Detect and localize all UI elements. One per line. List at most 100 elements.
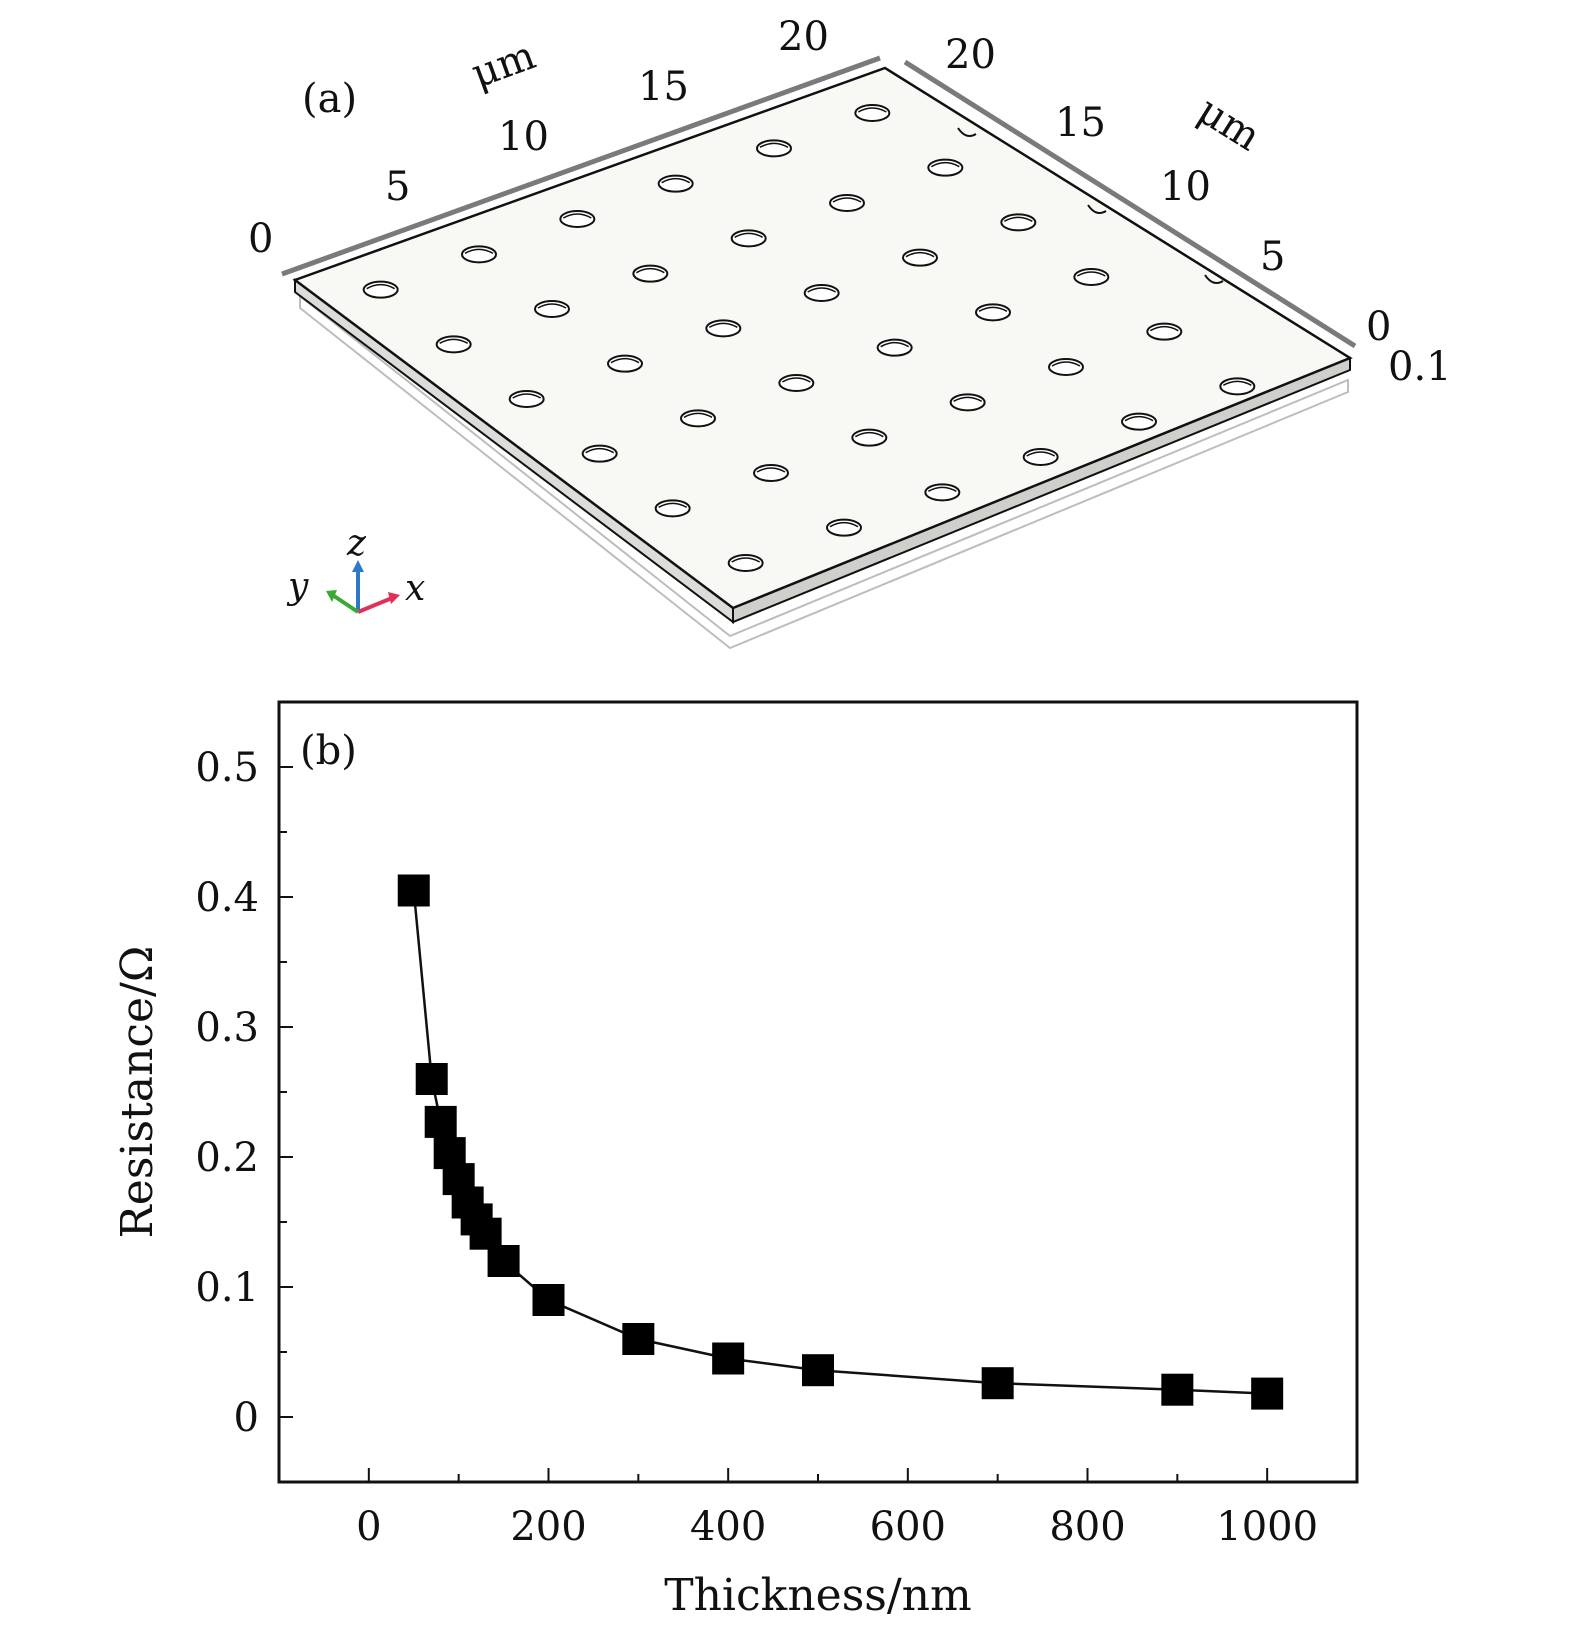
triad-x-head	[388, 592, 400, 604]
data-point-marker	[397, 874, 430, 907]
plate-hole	[803, 284, 840, 302]
plate-hole	[508, 390, 545, 408]
hole-inner-edge	[731, 557, 761, 563]
left-tick-15: 15	[638, 64, 689, 110]
hole-inner-edge	[464, 248, 494, 254]
y-tick-label: 0.2	[195, 1135, 259, 1181]
hole-inner-edge	[756, 467, 786, 473]
right-unit-label: μm	[1190, 87, 1269, 160]
hole-inner-edge	[832, 197, 862, 203]
plate-hole	[927, 158, 964, 177]
left-tick-20: 20	[778, 14, 829, 60]
hole-inner-edge	[366, 283, 396, 290]
plate-hole	[657, 174, 694, 193]
x-tick-label: 800	[1049, 1504, 1125, 1550]
plate-hole	[924, 483, 961, 502]
x-tick-label: 1000	[1216, 1504, 1318, 1550]
hole-inner-edge	[439, 338, 469, 344]
plate-hole	[826, 518, 862, 537]
hole-inner-edge	[512, 393, 542, 399]
hole-inner-edge	[1051, 361, 1081, 367]
left-tick-10: 10	[498, 114, 549, 160]
right-tick-10: 10	[1160, 164, 1211, 210]
data-point-marker	[622, 1323, 655, 1355]
data-point-marker	[532, 1284, 565, 1316]
x-tick-label: 200	[510, 1504, 586, 1550]
y-tick-label: 0.5	[195, 745, 259, 791]
plate-hole	[559, 210, 596, 228]
data-point-marker	[981, 1367, 1014, 1400]
triad-x-label: x	[405, 568, 425, 609]
plate-top	[292, 66, 1353, 610]
right-tick-15: 15	[1055, 100, 1106, 146]
hole-inner-edge	[927, 486, 957, 492]
plate-hole	[1048, 358, 1084, 376]
plate-hole	[1073, 268, 1110, 286]
left-axis-bar	[281, 55, 881, 277]
data-point-marker	[469, 1217, 502, 1250]
triad-y-head	[326, 590, 337, 602]
hole-inner-edge	[857, 107, 887, 113]
triad-z-head	[352, 560, 364, 572]
series-line	[412, 890, 1268, 1395]
plate-hole	[753, 464, 789, 482]
hole-inner-edge	[537, 303, 567, 309]
plate-hole	[949, 393, 986, 412]
thickness-tick: 0.1	[1388, 344, 1452, 390]
right-axis-bar	[903, 59, 1357, 349]
plate-hole	[902, 248, 938, 267]
plate-hole	[1000, 213, 1037, 232]
plate-hole	[854, 104, 891, 122]
hole-inner-edge	[829, 521, 859, 528]
hole-inner-edge	[610, 357, 640, 364]
y-tick-label: 0.4	[195, 875, 259, 921]
hole-inner-edge	[1149, 325, 1179, 332]
hole-inner-edge	[953, 396, 983, 402]
hole-inner-edge	[658, 502, 688, 508]
plate-hole	[654, 499, 691, 518]
axis-triad: z x y	[286, 523, 425, 614]
hole-inner-edge	[734, 232, 764, 238]
hole-inner-edge	[930, 161, 960, 168]
hole-inner-edge	[905, 251, 935, 258]
plate-hole	[730, 229, 767, 248]
panel-a-label: (a)	[302, 76, 357, 122]
hole-inner-edge	[854, 431, 884, 438]
hole-inner-edge	[708, 322, 738, 328]
right-frame-notches	[957, 127, 1224, 284]
x-axis-title: Thickness/nm	[664, 1570, 971, 1621]
data-point-marker	[1251, 1377, 1284, 1410]
hole-inner-edge	[635, 267, 665, 274]
plate-hole	[534, 300, 570, 318]
data-point-marker	[424, 1105, 457, 1138]
plate-hole	[1022, 448, 1059, 466]
hole-inner-edge	[1026, 451, 1056, 457]
triad-x-arrow	[357, 596, 393, 614]
y-tick-label: 0.3	[195, 1005, 259, 1051]
plate-hole	[461, 245, 497, 264]
plate-hole	[727, 554, 764, 572]
plate-hole	[1219, 377, 1256, 396]
x-tick-label: 600	[870, 1504, 946, 1550]
x-tick-label: 0	[356, 1504, 381, 1550]
plate-hole	[851, 428, 888, 447]
hole-grid	[362, 104, 1256, 572]
hole-inner-edge	[1124, 415, 1154, 422]
triad-y-arrow	[332, 594, 360, 614]
right-tick-0: 0	[1366, 304, 1391, 350]
data-point-marker	[712, 1342, 745, 1375]
plate-hole	[975, 303, 1011, 322]
hole-inner-edge	[978, 306, 1008, 312]
right-tick-5: 5	[1260, 234, 1285, 280]
left-unit-label: μm	[466, 32, 542, 97]
triad-y-label: y	[286, 566, 309, 607]
panel-b: 0 200 400 600 800 1000 0 0.1 0.2 0.3 0.4 0.5 (b) Th…	[112, 700, 1359, 1621]
triad-z-label: z	[346, 523, 367, 564]
panel-a: (a) μm μm 0 5 10 15 20 20 15 10 5 0 0.1 …	[248, 14, 1452, 650]
chart-line	[412, 890, 1268, 1395]
plate-hole	[1146, 322, 1183, 341]
hole-inner-edge	[1076, 271, 1106, 277]
y-tick-label: 0.1	[195, 1265, 259, 1311]
plate-hole	[705, 319, 742, 338]
plate-hole	[778, 374, 815, 392]
